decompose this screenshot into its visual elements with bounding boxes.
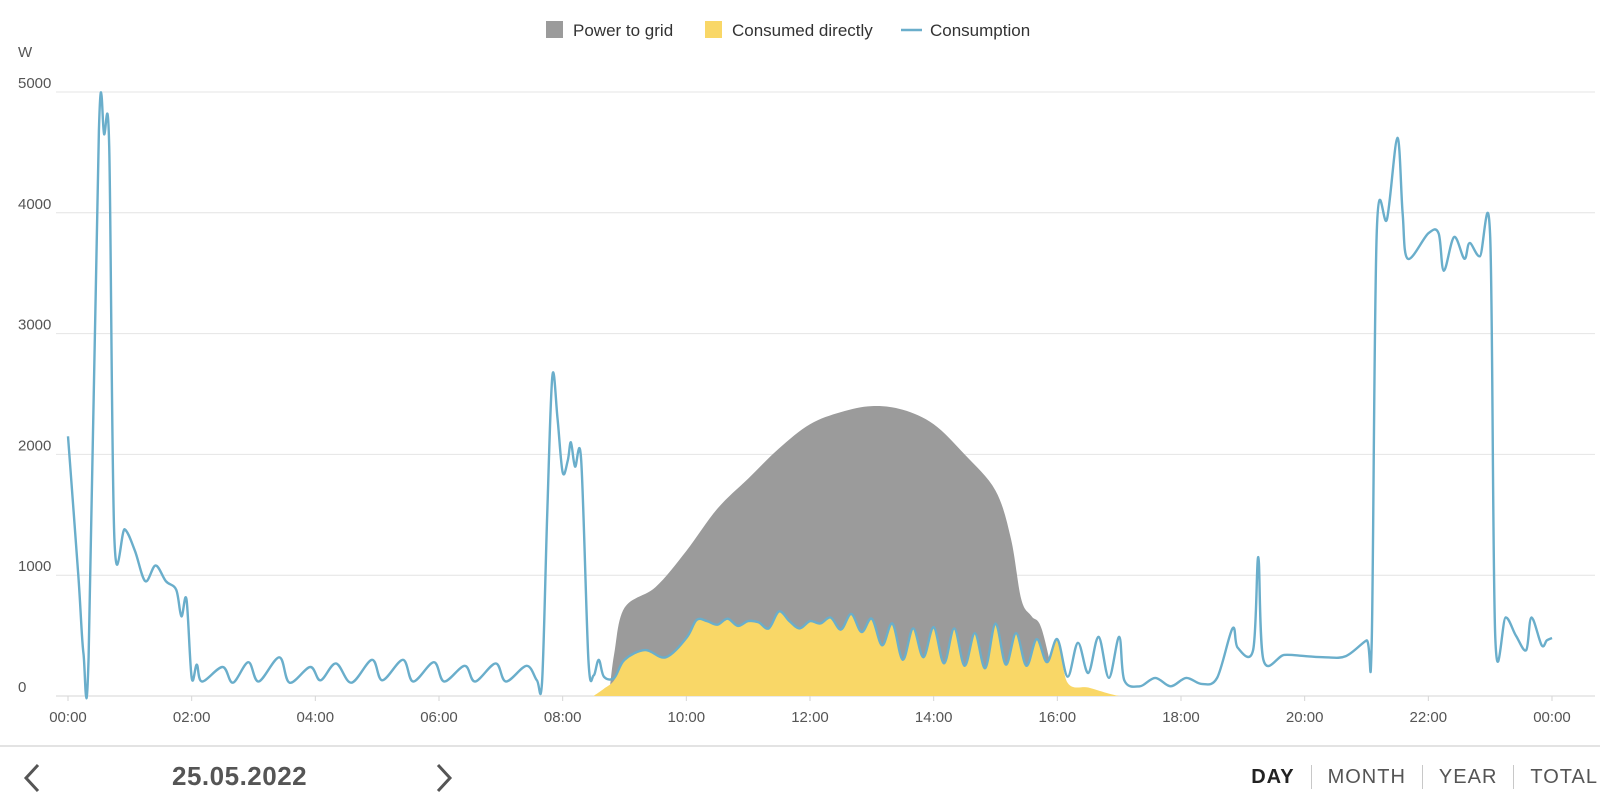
x-tick-label: 12:00: [791, 709, 829, 726]
x-tick-label: 02:00: [173, 709, 211, 726]
x-tick-label: 00:00: [1533, 709, 1571, 726]
consumed-directly-area: [593, 611, 1120, 696]
x-tick-label: 22:00: [1410, 709, 1448, 726]
tab-year[interactable]: YEAR: [1421, 765, 1513, 789]
x-tick-label: 14:00: [915, 709, 953, 726]
x-tick-label: 10:00: [668, 709, 706, 726]
date-navigation-bar: 25.05.2022 DAY MONTH YEAR TOTAL: [0, 745, 1600, 806]
legend-item[interactable]: Consumption: [901, 21, 1030, 40]
consumption-line: [66, 91, 1553, 700]
y-tick-label: 4000: [18, 196, 51, 213]
legend-swatch: [546, 21, 563, 38]
next-day-button[interactable]: [428, 761, 458, 795]
legend-item[interactable]: Power to grid: [546, 21, 673, 40]
y-tick-label: 0: [18, 679, 26, 696]
current-date[interactable]: 25.05.2022: [172, 761, 308, 791]
y-tick-label: 3000: [18, 317, 51, 334]
legend-item[interactable]: Consumed directly: [705, 21, 873, 40]
legend-label: Power to grid: [573, 21, 673, 40]
y-tick-label: 1000: [18, 558, 51, 575]
previous-day-button[interactable]: [18, 761, 48, 795]
x-tick-label: 18:00: [1162, 709, 1200, 726]
y-unit-label: W: [18, 44, 33, 61]
legend-label: Consumed directly: [732, 21, 873, 40]
x-tick-label: 06:00: [420, 709, 458, 726]
y-tick-label: 5000: [18, 75, 51, 92]
tab-month[interactable]: MONTH: [1310, 765, 1422, 789]
chevron-right-icon: [436, 763, 453, 793]
chevron-left-icon: [23, 763, 40, 793]
tab-day[interactable]: DAY: [1251, 766, 1295, 788]
legend-swatch: [705, 21, 722, 38]
y-tick-label: 2000: [18, 437, 51, 454]
x-tick-label: 08:00: [544, 709, 582, 726]
tab-total[interactable]: TOTAL: [1513, 765, 1600, 789]
x-tick-label: 20:00: [1286, 709, 1324, 726]
legend-label: Consumption: [930, 21, 1030, 40]
chart-svg: 0 1000 2000 3000 4000 5000 W 00:00 02:00 04:00 06:…: [18, 21, 1595, 726]
period-tabs: DAY MONTH YEAR TOTAL: [1235, 763, 1600, 791]
x-tick-label: 00:00: [49, 709, 87, 726]
x-tick-label: 16:00: [1039, 709, 1077, 726]
x-tick-label: 04:00: [297, 709, 335, 726]
energy-chart: 0 1000 2000 3000 4000 5000 W 00:00 02:00 04:00 06:…: [18, 21, 1595, 726]
